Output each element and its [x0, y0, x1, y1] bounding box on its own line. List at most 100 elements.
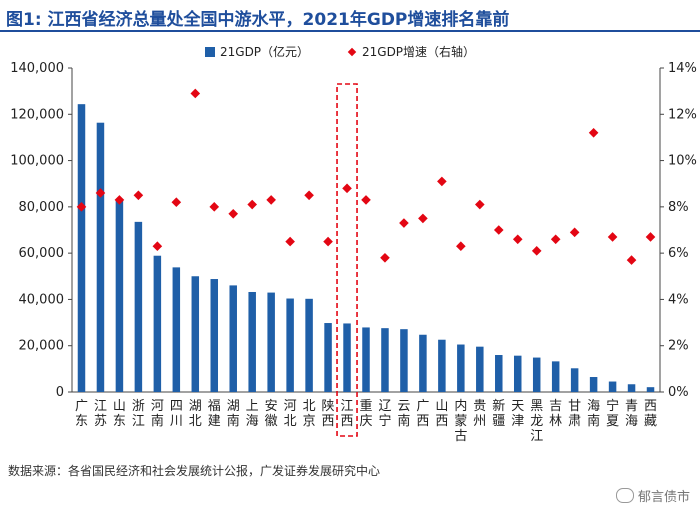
- bar-湖南: [229, 285, 237, 392]
- right-tick-label: 0%: [668, 385, 689, 400]
- bar-甘肃: [570, 368, 579, 392]
- bars-layer: [77, 104, 655, 393]
- point-贵州: [474, 199, 485, 210]
- point-云南: [399, 218, 409, 228]
- category-label-北京: 京: [303, 414, 316, 429]
- point-辽宁: [380, 252, 390, 263]
- legend-bar-swatch: [205, 47, 215, 57]
- category-label-福建: 福: [208, 399, 221, 414]
- category-label-新疆: 新: [492, 398, 505, 414]
- points-layer: [76, 88, 656, 265]
- category-label-青海: 青: [625, 399, 638, 414]
- point-内蒙古: [456, 241, 466, 252]
- title-underline: [0, 30, 700, 32]
- right-tick-label: 14%: [668, 61, 697, 76]
- category-label-黑龙江: 江: [530, 429, 543, 444]
- right-tick-label: 4%: [668, 292, 689, 307]
- labels-layer: 0 20,000 40,000 60,000 80,000 100,000 120,000 1…: [10, 61, 697, 444]
- category-label-河南: 南: [151, 413, 164, 429]
- category-label-江西: 江: [341, 399, 354, 414]
- bar-西藏: [646, 387, 655, 392]
- category-label-江苏: 江: [94, 399, 107, 414]
- category-label-重庆: 重: [359, 398, 372, 414]
- source-note: 数据来源：各省国民经济和社会发展统计公报，广发证券发展研究中心: [8, 464, 381, 478]
- point-河南: [152, 241, 163, 252]
- category-label-河南: 河: [151, 399, 164, 414]
- bar-青海: [627, 384, 636, 392]
- bar-安徽: [267, 292, 275, 392]
- category-label-湖南: 湖: [227, 399, 240, 414]
- point-宁夏: [607, 232, 618, 242]
- category-label-湖北: 北: [189, 414, 202, 429]
- category-label-安徽: 徽: [265, 414, 278, 429]
- bar-广东: [77, 104, 86, 392]
- left-tick-label: 140,000: [10, 61, 64, 76]
- category-label-广东: 东: [75, 414, 88, 429]
- legend-point-swatch: [347, 47, 357, 57]
- category-label-山西: 西: [435, 414, 448, 429]
- category-label-山东: 东: [113, 414, 126, 429]
- category-label-西藏: 藏: [644, 414, 657, 429]
- category-label-黑龙江: 龙: [530, 414, 543, 429]
- right-tick-label: 2%: [668, 339, 689, 354]
- bar-山东: [115, 199, 124, 392]
- bar-河南: [153, 255, 162, 392]
- category-label-内蒙古: 蒙: [454, 414, 467, 429]
- point-吉林: [550, 234, 561, 245]
- point-浙江: [133, 190, 144, 201]
- category-label-四川: 川: [170, 414, 183, 429]
- category-label-四川: 四: [170, 399, 183, 414]
- category-label-天津: 津: [511, 414, 524, 429]
- category-label-河北: 河: [284, 399, 297, 414]
- bar-河北: [286, 298, 294, 392]
- point-湖南: [228, 208, 239, 219]
- point-新疆: [493, 225, 504, 235]
- bar-云南: [400, 329, 408, 392]
- category-label-新疆: 疆: [492, 414, 505, 429]
- category-label-陕西: 西: [322, 414, 335, 429]
- left-tick-label: 120,000: [10, 107, 64, 122]
- category-label-湖北: 湖: [189, 399, 202, 414]
- category-label-甘肃: 甘: [568, 399, 581, 414]
- point-重庆: [361, 195, 371, 205]
- category-label-江苏: 苏: [94, 413, 107, 429]
- watermark: 郁言债市: [615, 486, 690, 505]
- category-label-贵州: 州: [473, 414, 486, 429]
- chart-title: 图1: 江西省经济总量处全国中游水平，2021年GDP增速排名靠前: [6, 10, 510, 30]
- point-江西: [342, 183, 352, 194]
- bar-四川: [172, 267, 181, 392]
- category-label-湖南: 南: [227, 413, 240, 429]
- left-tick-label: 80,000: [19, 200, 65, 215]
- bar-吉林: [551, 361, 560, 392]
- bar-贵州: [476, 346, 484, 392]
- category-label-陕西: 陕: [322, 399, 335, 414]
- category-label-广西: 广: [416, 399, 429, 414]
- category-label-辽宁: 宁: [378, 413, 391, 429]
- category-label-天津: 天: [511, 399, 524, 414]
- wechat-icon: [615, 488, 634, 503]
- title-bar: 图1: 江西省经济总量处全国中游水平，2021年GDP增速排名靠前: [0, 0, 700, 32]
- point-上海: [247, 199, 258, 210]
- bar-湖北: [191, 276, 200, 392]
- bar-浙江: [134, 221, 143, 392]
- category-label-海南: 海: [587, 399, 600, 414]
- point-陕西: [323, 236, 333, 247]
- point-安徽: [266, 195, 276, 205]
- bar-新疆: [495, 355, 503, 392]
- bar-江西: [343, 323, 351, 392]
- point-天津: [512, 234, 523, 245]
- category-label-重庆: 庆: [359, 414, 372, 429]
- left-tick-label: 40,000: [19, 292, 65, 307]
- category-label-西藏: 西: [644, 399, 657, 414]
- point-北京: [304, 190, 314, 201]
- category-label-宁夏: 宁: [606, 398, 619, 414]
- category-label-广西: 西: [416, 414, 429, 429]
- bar-重庆: [362, 327, 370, 392]
- category-label-浙江: 江: [132, 414, 145, 429]
- category-label-吉林: 吉: [549, 399, 562, 414]
- category-label-云南: 南: [397, 413, 410, 429]
- category-label-上海: 上: [246, 399, 259, 414]
- bar-江苏: [96, 122, 105, 393]
- point-甘肃: [569, 227, 580, 238]
- category-label-上海: 海: [246, 414, 259, 429]
